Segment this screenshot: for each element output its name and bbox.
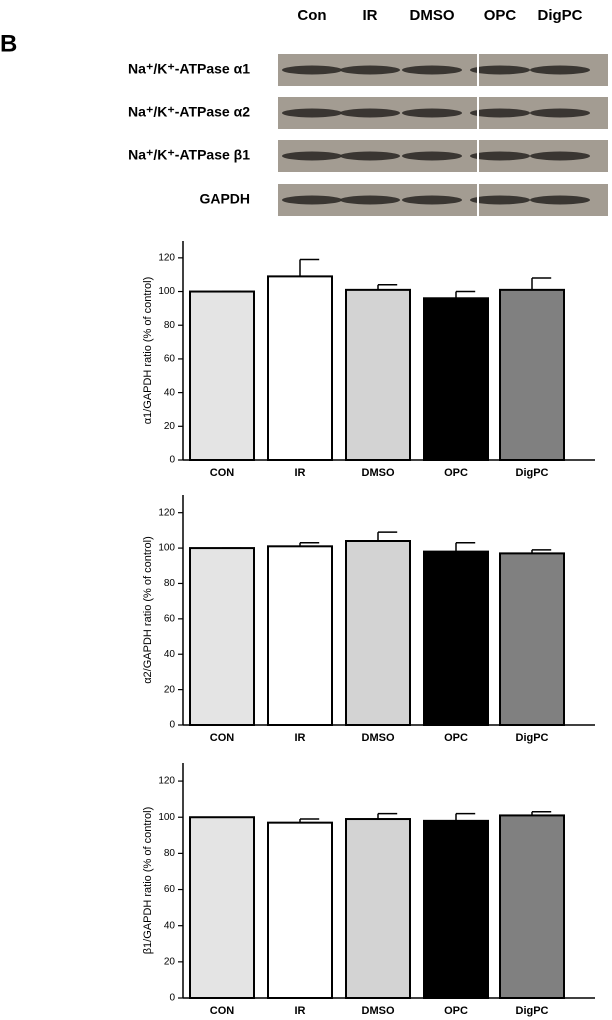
bar bbox=[267, 545, 333, 726]
bar bbox=[423, 550, 489, 726]
band bbox=[282, 195, 342, 205]
y-axis-label: α2/GAPDH ratio (% of control) bbox=[142, 536, 154, 684]
x-tick-label: DigPC bbox=[516, 732, 549, 744]
bar bbox=[189, 547, 255, 726]
y-tick-label: 60 bbox=[164, 613, 176, 624]
band bbox=[340, 65, 400, 75]
bar bbox=[189, 290, 255, 461]
row-label: Na⁺/K⁺-ATPase α1 bbox=[128, 61, 250, 77]
y-tick-label: 0 bbox=[169, 455, 175, 466]
band bbox=[340, 151, 400, 161]
y-axis-label: α1/GAPDH ratio (% of control) bbox=[142, 277, 154, 425]
bar bbox=[423, 297, 489, 461]
y-tick-label: 40 bbox=[164, 649, 176, 660]
band bbox=[470, 108, 530, 118]
bar bbox=[499, 814, 565, 1000]
band bbox=[282, 65, 342, 75]
y-tick-label: 80 bbox=[164, 578, 176, 589]
lane-label: Con bbox=[297, 7, 326, 24]
band bbox=[470, 65, 530, 75]
bar bbox=[267, 275, 333, 461]
bar bbox=[423, 819, 489, 999]
y-tick-label: 0 bbox=[169, 720, 175, 731]
x-tick-label: DMSO bbox=[362, 732, 395, 744]
band bbox=[282, 151, 342, 161]
band bbox=[530, 108, 590, 118]
band bbox=[530, 151, 590, 161]
band bbox=[402, 151, 462, 161]
bar bbox=[499, 288, 565, 461]
band bbox=[402, 108, 462, 118]
band bbox=[402, 195, 462, 205]
x-tick-label: OPC bbox=[444, 467, 468, 479]
y-tick-label: 40 bbox=[164, 920, 176, 931]
y-tick-label: 20 bbox=[164, 956, 176, 967]
x-tick-label: OPC bbox=[444, 1005, 468, 1017]
band bbox=[340, 195, 400, 205]
x-tick-label: DigPC bbox=[516, 467, 549, 479]
row-label: Na⁺/K⁺-ATPase α2 bbox=[128, 104, 250, 120]
x-tick-label: DMSO bbox=[362, 1005, 395, 1017]
y-tick-label: 0 bbox=[169, 993, 175, 1004]
band bbox=[470, 195, 530, 205]
lane-label: DigPC bbox=[538, 7, 583, 24]
bar bbox=[189, 816, 255, 999]
y-tick-label: 120 bbox=[158, 507, 175, 518]
band bbox=[530, 65, 590, 75]
y-tick-label: 80 bbox=[164, 320, 176, 331]
x-tick-label: IR bbox=[295, 1005, 306, 1017]
y-tick-label: 60 bbox=[164, 884, 176, 895]
band bbox=[282, 108, 342, 118]
x-tick-label: IR bbox=[295, 732, 306, 744]
row-label: Na⁺/K⁺-ATPase β1 bbox=[128, 147, 250, 163]
y-tick-label: 80 bbox=[164, 848, 176, 859]
bar bbox=[345, 818, 411, 999]
row-label: GAPDH bbox=[199, 191, 250, 207]
bar bbox=[345, 540, 411, 726]
band bbox=[340, 108, 400, 118]
x-tick-label: IR bbox=[295, 467, 306, 479]
y-tick-label: 100 bbox=[158, 286, 175, 297]
x-tick-label: CON bbox=[210, 732, 235, 744]
y-tick-label: 40 bbox=[164, 387, 176, 398]
bar bbox=[499, 552, 565, 727]
panel-label: B bbox=[0, 30, 17, 57]
bar bbox=[267, 821, 333, 1000]
band bbox=[530, 195, 590, 205]
y-axis-label: β1/GAPDH ratio (% of control) bbox=[142, 807, 154, 955]
y-tick-label: 120 bbox=[158, 776, 175, 787]
bar bbox=[345, 288, 411, 461]
y-tick-label: 120 bbox=[158, 252, 175, 263]
x-tick-label: OPC bbox=[444, 732, 468, 744]
x-tick-label: DMSO bbox=[362, 467, 395, 479]
band bbox=[470, 151, 530, 161]
y-tick-label: 20 bbox=[164, 421, 176, 432]
x-tick-label: CON bbox=[210, 1005, 235, 1017]
lane-label: IR bbox=[363, 7, 378, 24]
lane-label: DMSO bbox=[410, 7, 455, 24]
lane-label: OPC bbox=[484, 7, 517, 24]
y-tick-label: 100 bbox=[158, 812, 175, 823]
x-tick-label: DigPC bbox=[516, 1005, 549, 1017]
y-tick-label: 20 bbox=[164, 684, 176, 695]
y-tick-label: 100 bbox=[158, 543, 175, 554]
y-tick-label: 60 bbox=[164, 354, 176, 365]
x-tick-label: CON bbox=[210, 467, 235, 479]
band bbox=[402, 65, 462, 75]
